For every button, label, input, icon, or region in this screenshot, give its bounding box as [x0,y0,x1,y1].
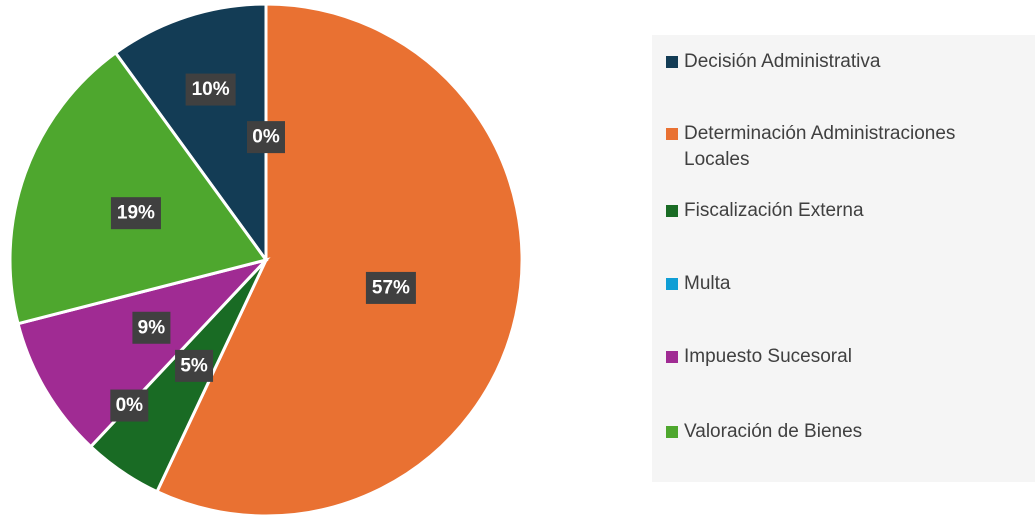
legend-label: Determinación Administraciones Locales [684,123,956,170]
legend-label: Fiscalización Externa [684,200,864,221]
data-label: 10% [192,79,230,100]
pie-slice [16,257,271,449]
legend-swatch [666,56,678,68]
legend-entry: Impuesto Sucesoral [666,344,1026,370]
legend-swatch [666,426,678,438]
data-label: 9% [138,317,166,338]
data-label-bg [247,121,285,154]
chart: 10% 0% 57% 5% 0% 9% 19% [8,2,524,515]
data-label-bg [132,311,171,344]
legend-entry: Fiscalización Externa [666,198,1026,224]
data-label: 19% [117,203,155,224]
legend-swatch [666,351,678,363]
legend-entry: Valoración de Bienes [666,419,1026,445]
legend-entry: Decisión Administrativa [666,49,1026,75]
legend-swatch [666,128,678,140]
data-label: 0% [116,395,144,416]
legend-label: Multa [684,273,731,294]
legend-label: Decisión Administrativa [684,51,881,72]
legend-swatch [666,278,678,290]
pie-slice [113,2,268,265]
legend-entry: Determinación Administraciones Locales [666,121,1026,173]
data-label: 57% [372,277,410,298]
pie-slice [8,50,269,326]
data-label: 5% [180,355,208,376]
legend-label: Valoración de Bienes [684,421,863,442]
data-label-bg [175,349,214,382]
legend-label: Impuesto Sucesoral [684,346,852,367]
legend-swatch [666,205,678,217]
data-label-bg [110,197,161,230]
legend: Decisión Administrativa Determinación Adm… [652,35,1035,482]
data-label: 0% [252,127,280,148]
data-label-bg [185,73,236,106]
legend-entry: Multa [666,271,1026,297]
data-label-bg [110,389,149,422]
data-label-bg [365,271,416,304]
